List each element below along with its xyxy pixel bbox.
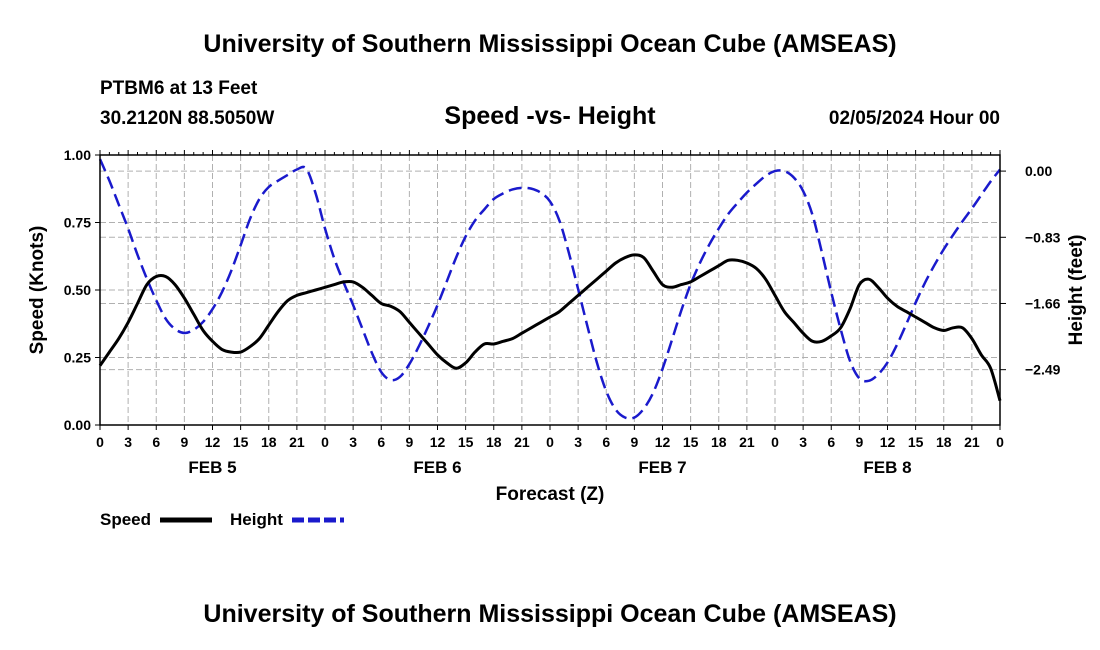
- plot-series: [98, 158, 1002, 420]
- day-label: FEB 8: [863, 458, 911, 477]
- series-speed-line: [98, 253, 1002, 402]
- y-tick-label-left: 0.75: [64, 215, 91, 231]
- x-tick-label: 3: [799, 434, 807, 450]
- x-tick-label: 6: [602, 434, 610, 450]
- x-tick-label: 9: [405, 434, 413, 450]
- x-tick-label: 15: [458, 434, 474, 450]
- x-tick-label: 12: [655, 434, 671, 450]
- x-tick-label: 6: [152, 434, 160, 450]
- location-label: 30.2120N 88.5050W: [100, 108, 274, 129]
- day-label: FEB 5: [188, 458, 236, 477]
- y-axis-label-left: Speed (Knots): [27, 226, 48, 355]
- x-tick-label: 9: [855, 434, 863, 450]
- y-tick-label-right: −0.83: [1025, 229, 1061, 245]
- x-tick-label: 21: [739, 434, 755, 450]
- footer-title: University of Southern Mississippi Ocean…: [203, 600, 897, 628]
- y-tick-label-right: −1.66: [1025, 295, 1061, 311]
- station-label: PTBM6 at 13 Feet: [100, 78, 258, 99]
- x-tick-label: 12: [430, 434, 446, 450]
- y-tick-label-right: 0.00: [1025, 163, 1052, 179]
- x-tick-label: 3: [574, 434, 582, 450]
- series-height-line: [98, 158, 1001, 420]
- y-axis-label-right: Height (feet): [1066, 235, 1087, 346]
- plot-title: Speed -vs- Height: [444, 102, 656, 130]
- x-tick-label: 21: [289, 434, 305, 450]
- y-tick-label-left: 0.00: [64, 417, 91, 433]
- x-tick-label: 9: [180, 434, 188, 450]
- x-tick-label: 3: [349, 434, 357, 450]
- x-tick-label: 18: [261, 434, 277, 450]
- x-tick-label: 12: [880, 434, 896, 450]
- legend-speed-label: Speed: [100, 510, 151, 529]
- day-label: FEB 7: [638, 458, 686, 477]
- x-tick-label: 18: [936, 434, 952, 450]
- x-tick-label: 0: [96, 434, 104, 450]
- legend-height-label: Height: [230, 510, 283, 529]
- x-tick-label: 3: [124, 434, 132, 450]
- y-tick-label-left: 1.00: [64, 147, 91, 163]
- x-tick-label: 0: [546, 434, 554, 450]
- datetime-label: 02/05/2024 Hour 00: [829, 108, 1000, 129]
- x-tick-label: 0: [996, 434, 1004, 450]
- legend: Speed Height: [100, 510, 344, 529]
- grid: [100, 155, 1000, 425]
- x-axis-label: Forecast (Z): [496, 484, 605, 505]
- x-tick-label: 18: [486, 434, 502, 450]
- x-tick-label: 21: [964, 434, 980, 450]
- x-tick-label: 18: [711, 434, 727, 450]
- y-tick-label-left: 0.25: [64, 350, 91, 366]
- x-tick-label: 15: [683, 434, 699, 450]
- x-tick-label: 21: [514, 434, 530, 450]
- chart-title: University of Southern Mississippi Ocean…: [203, 30, 897, 58]
- x-tick-label: 6: [377, 434, 385, 450]
- x-tick-label: 9: [630, 434, 638, 450]
- y-tick-label-left: 0.50: [64, 282, 91, 298]
- x-tick-label: 0: [771, 434, 779, 450]
- x-tick-label: 12: [205, 434, 221, 450]
- x-tick-label: 6: [827, 434, 835, 450]
- x-tick-label: 15: [233, 434, 249, 450]
- day-label: FEB 6: [413, 458, 461, 477]
- x-tick-label: 0: [321, 434, 329, 450]
- x-tick-label: 15: [908, 434, 924, 450]
- axes: 0 3 6 9 12 15 18 21 0 3 6 9 12 15 18 21 0 3 6 9 12 15 18 21 0 3 6 9…: [64, 147, 1061, 477]
- y-tick-label-right: −2.49: [1025, 362, 1061, 378]
